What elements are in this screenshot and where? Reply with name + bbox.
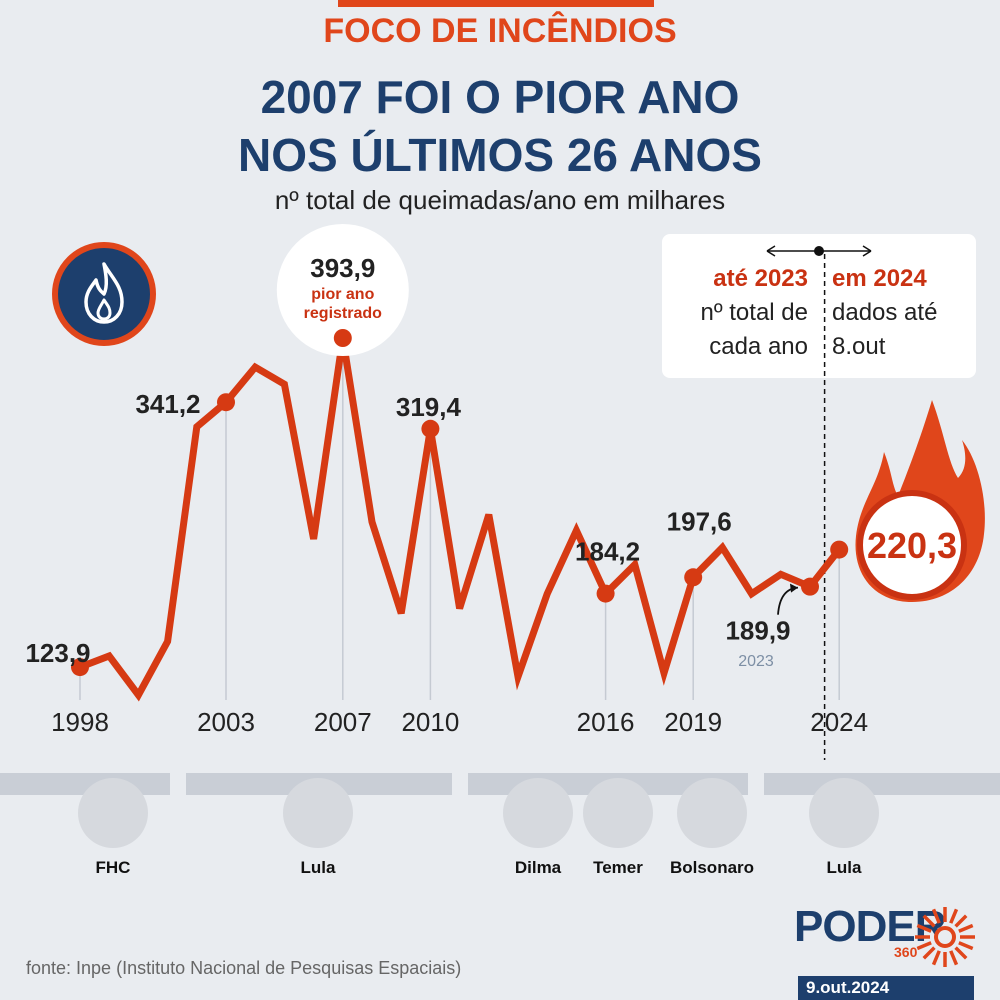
data-label-2023: 189,9	[725, 616, 790, 646]
title-line-1: 2007 FOI O PIOR ANO	[260, 71, 740, 123]
kicker: FOCO DE INCÊNDIOS	[323, 12, 677, 50]
title-line-2: NOS ÚLTIMOS 26 ANOS	[238, 129, 762, 181]
data-label-2024: 220,3	[867, 525, 957, 566]
current-value-circle	[857, 490, 967, 600]
president-name: FHC	[95, 858, 131, 877]
data-label-2016: 184,2	[575, 537, 640, 567]
avatar	[583, 778, 653, 848]
line-chart: 1998 2003 2007 2010 2016 2019 2024 123,9 341,2 31…	[25, 224, 985, 760]
data-point-2016	[596, 584, 615, 603]
data-point-2003	[217, 393, 235, 412]
divider-dot	[814, 246, 824, 256]
sun-ray	[958, 941, 974, 951]
legend-right: em 2024 dados até 8.out	[832, 262, 972, 364]
legend-left-line1: nº total de	[700, 299, 808, 326]
sun-ray	[954, 946, 968, 960]
data-label-2019: 197,6	[667, 506, 732, 536]
pointer-arrowhead-2023	[790, 583, 798, 593]
president-name: Temer	[593, 858, 643, 877]
legend-left-head: até 2023	[713, 265, 808, 292]
sun-ray	[922, 946, 936, 960]
tick-label-2019: 2019	[664, 707, 722, 737]
data-point-2007	[333, 329, 352, 347]
sun-ray	[931, 908, 941, 924]
president-fhc: FHC	[58, 778, 168, 878]
president-dilma: Dilma	[483, 778, 593, 878]
subtitle: nº total de queimadas/ano em milhares	[274, 185, 726, 215]
date-badge: 9.out.2024	[798, 976, 974, 1000]
legend-left: até 2023 nº total de cada ano	[662, 262, 808, 364]
data-label-2003: 341,2	[135, 389, 200, 419]
divider-arrowheads	[766, 245, 872, 257]
peak-note-line2: registrado	[304, 305, 382, 322]
tick-label-1998: 1998	[51, 707, 109, 737]
sun-ray	[931, 950, 941, 966]
president-bolsonaro: Bolsonaro	[657, 778, 767, 878]
sun-ray	[916, 923, 932, 933]
data-label-1998: 123,9	[25, 638, 90, 668]
data-label-2007: 393,9	[310, 253, 375, 283]
sun-ray	[922, 914, 936, 928]
sun-ray	[916, 941, 932, 951]
tick-label-2003: 2003	[197, 707, 255, 737]
tick-label-2010: 2010	[401, 707, 459, 737]
president-name: Lula	[826, 858, 862, 877]
logo-sub: 360	[894, 944, 918, 960]
data-point-2010	[421, 419, 440, 438]
top-accent-bar	[338, 0, 654, 7]
sun-ray	[954, 914, 968, 928]
flame-badge	[52, 242, 156, 346]
tick-label-2016: 2016	[577, 707, 635, 737]
legend-box	[662, 234, 976, 378]
data-label-2010: 319,4	[396, 392, 462, 422]
peak-note-line1: pior ano	[311, 286, 374, 303]
legend-right-line1: dados até	[832, 299, 938, 326]
avatar	[78, 778, 148, 848]
sun-ray	[958, 923, 974, 933]
source-note: fonte: Inpe (Instituto Nacional de Pesqu…	[26, 958, 462, 978]
tick-label-2024: 2024	[810, 707, 868, 737]
sun-ray	[949, 908, 959, 924]
president-name: Dilma	[514, 858, 562, 877]
legend-right-head: em 2024	[832, 265, 927, 292]
data-point-2019	[684, 568, 703, 587]
data-label-2023-year: 2023	[738, 653, 774, 670]
data-point-1998	[71, 658, 89, 677]
pointer-arrow-2023	[777, 586, 799, 615]
president-lula-1: Lula	[263, 778, 373, 878]
president-lula-2: Lula	[789, 778, 899, 878]
avatar	[809, 778, 879, 848]
president-temer: Temer	[563, 778, 673, 878]
avatar	[503, 778, 573, 848]
legend-right-line2: 8.out	[832, 333, 886, 360]
legend-left-line2: cada ano	[709, 333, 808, 360]
data-point-2023	[801, 577, 819, 596]
sun-logo-icon	[915, 907, 975, 967]
series-line	[76, 337, 843, 702]
avatar	[677, 778, 747, 848]
sun-ray	[949, 950, 959, 966]
flame-icon	[84, 262, 124, 324]
peak-callout-circle	[276, 224, 409, 356]
avatar	[283, 778, 353, 848]
tick-label-2007: 2007	[314, 707, 372, 737]
president-name: Lula	[300, 858, 336, 877]
data-point-2024	[830, 540, 849, 559]
president-name: Bolsonaro	[669, 858, 755, 877]
